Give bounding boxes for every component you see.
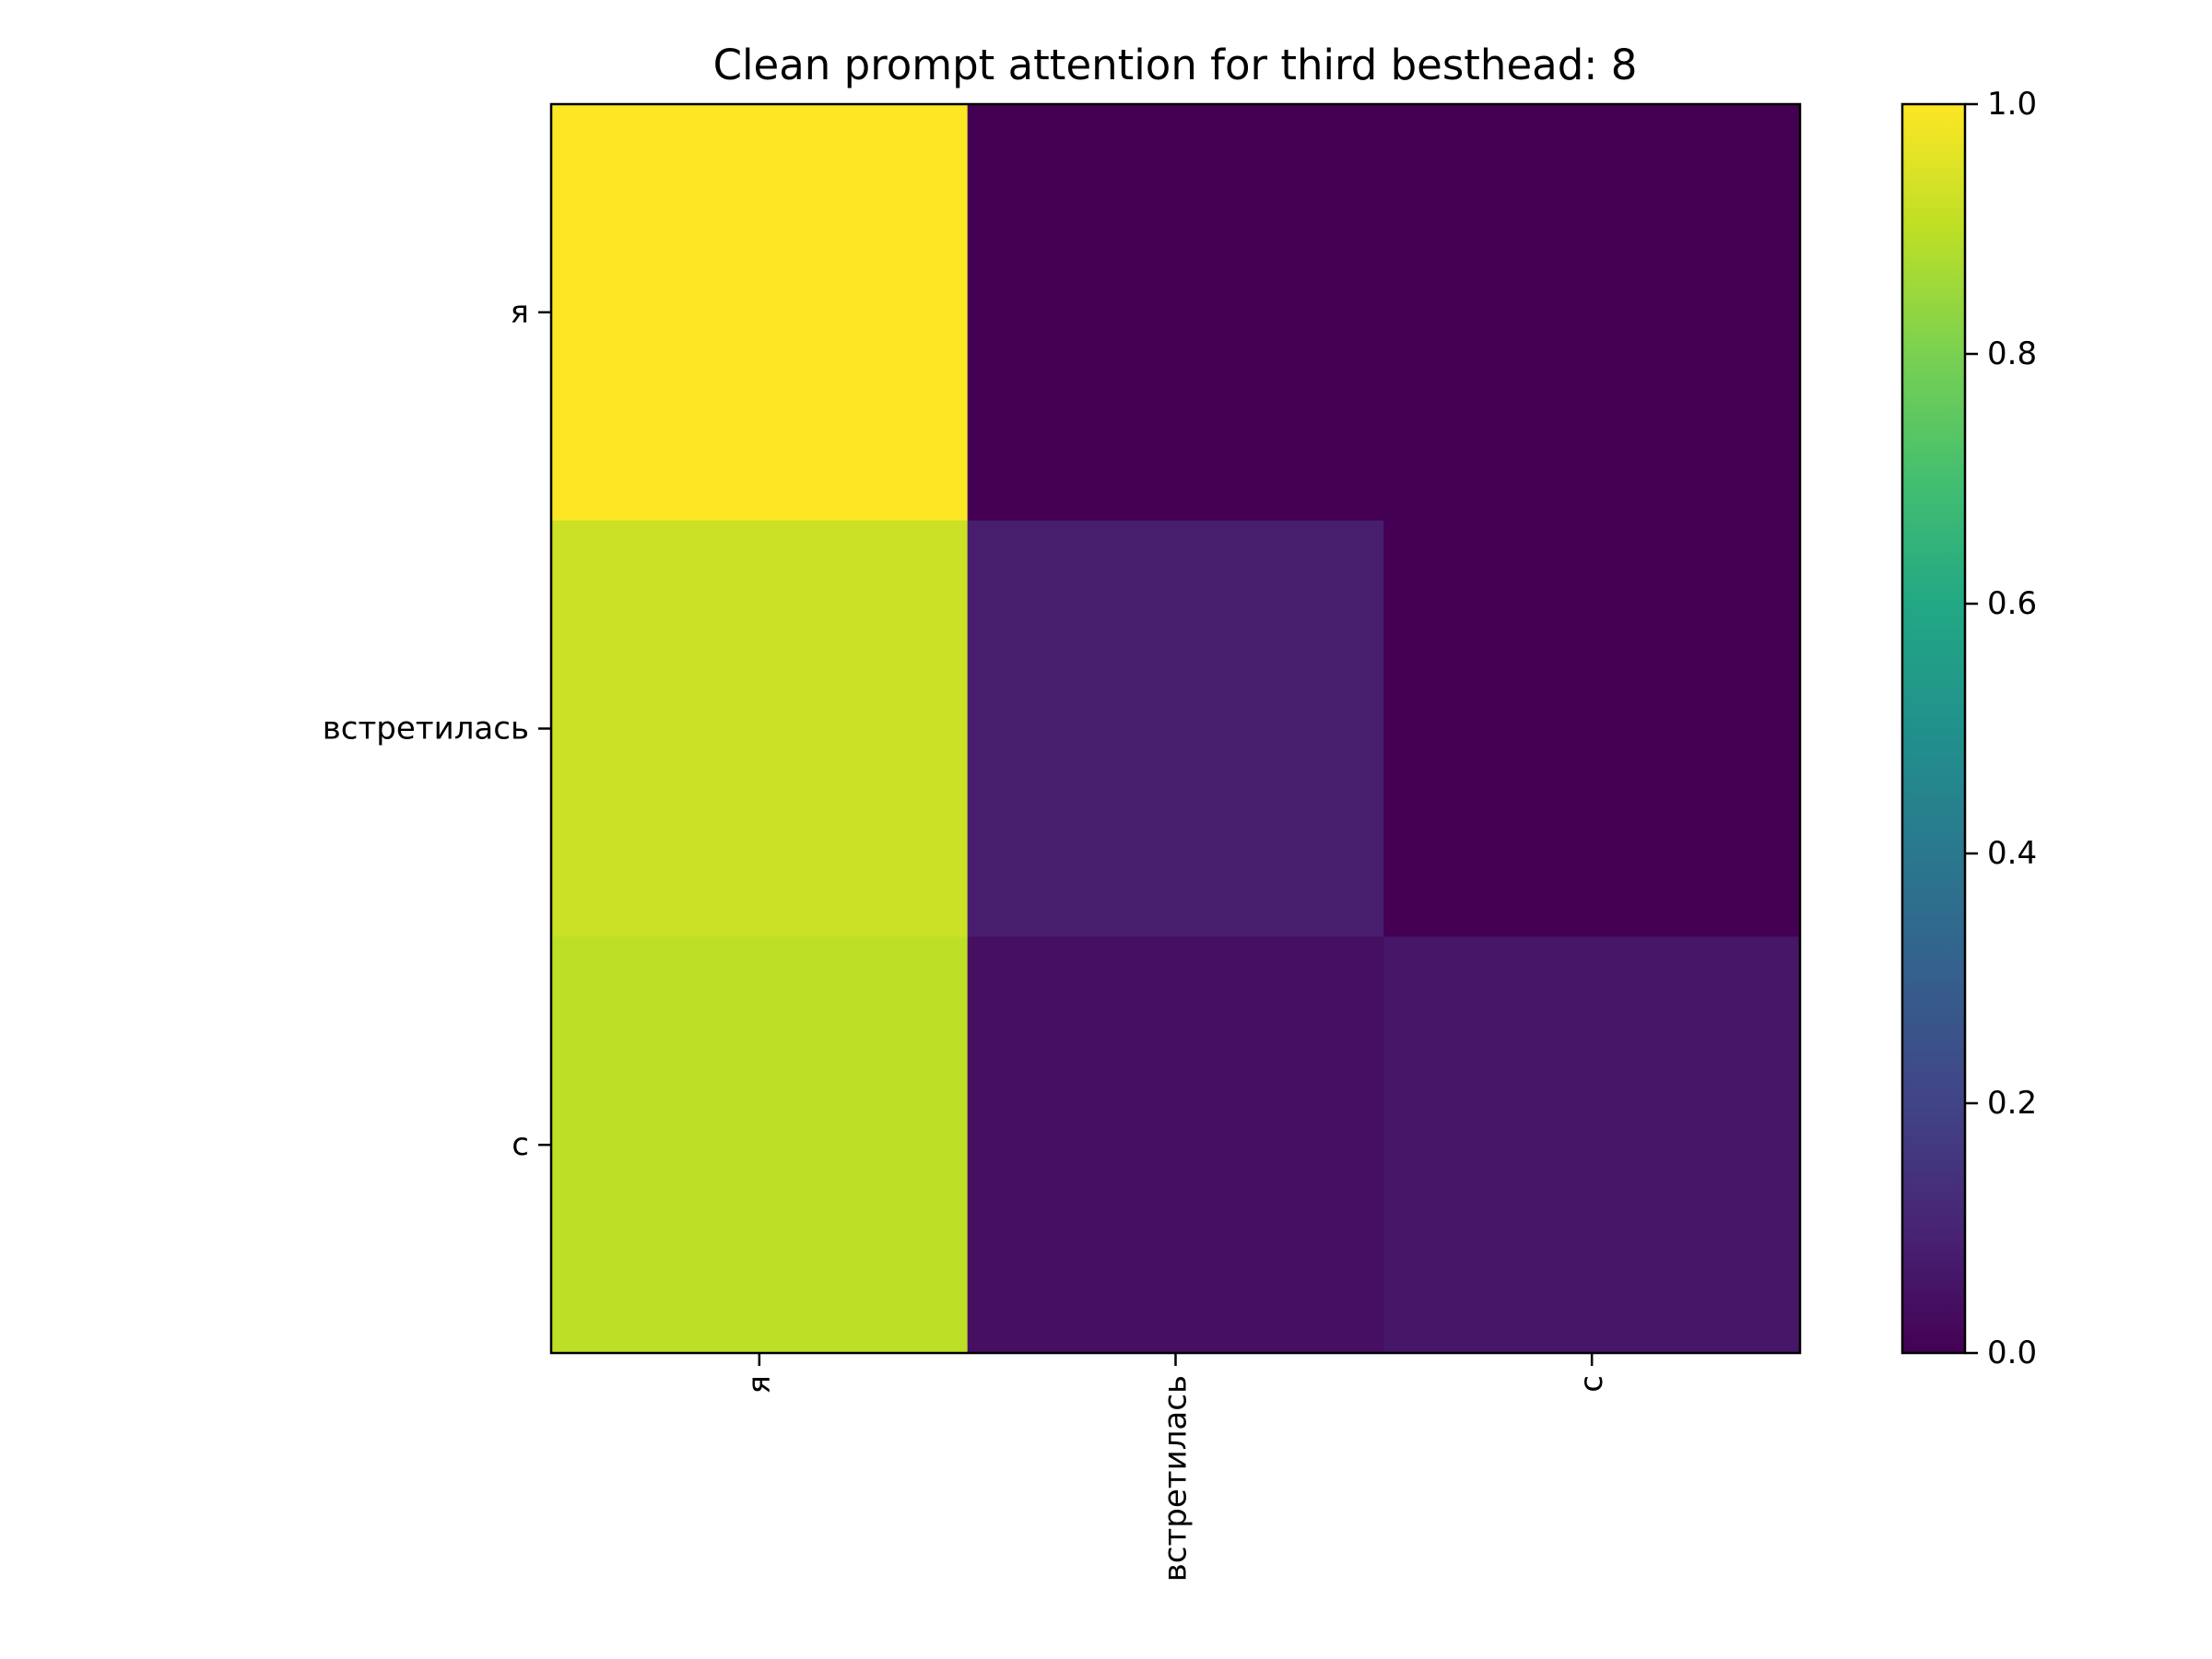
y-tick-label: я [511, 294, 529, 331]
y-axis-ticks: я встретилась с [323, 294, 551, 1163]
x-tick-label: с [1573, 1375, 1610, 1393]
heatmap-cell-r1-c2 [1383, 520, 1801, 937]
colorbar-tick-label: 1.0 [1987, 86, 2037, 123]
heatmap-cell-r1-c0 [551, 520, 969, 937]
heatmap-cell-r1-c1 [967, 520, 1384, 937]
heatmap-cell-r0-c2 [1383, 104, 1801, 522]
y-tick-label: с [512, 1126, 529, 1163]
colorbar-tick-label: 0.6 [1987, 585, 2037, 622]
heatmap-cell-r2-c0 [551, 936, 969, 1354]
chart-title: Clean prompt attention for third besthea… [713, 41, 1638, 89]
colorbar-tick-label: 0.2 [1987, 1085, 2037, 1122]
colorbar-tick-label: 0.4 [1987, 835, 2037, 872]
colorbar-ticks: 0.0 0.2 0.4 0.6 0.8 1.0 [1965, 86, 2037, 1371]
heatmap-cells [551, 104, 1801, 1354]
x-axis-ticks: я встретилась с [741, 1353, 1610, 1582]
colorbar-tick-label: 0.8 [1987, 335, 2037, 372]
x-tick-label: встретилась [1158, 1375, 1194, 1582]
heatmap-cell-r2-c2 [1383, 936, 1801, 1354]
heatmap-cell-r2-c1 [967, 936, 1384, 1354]
y-tick-label: встретилась [323, 711, 529, 747]
heatmap-cell-r0-c1 [967, 104, 1384, 522]
colorbar [1900, 102, 1967, 1355]
heatmap-cell-r0-c0 [551, 104, 969, 522]
x-tick-label: я [741, 1375, 778, 1394]
colorbar-tick-label: 0.0 [1987, 1335, 2037, 1371]
